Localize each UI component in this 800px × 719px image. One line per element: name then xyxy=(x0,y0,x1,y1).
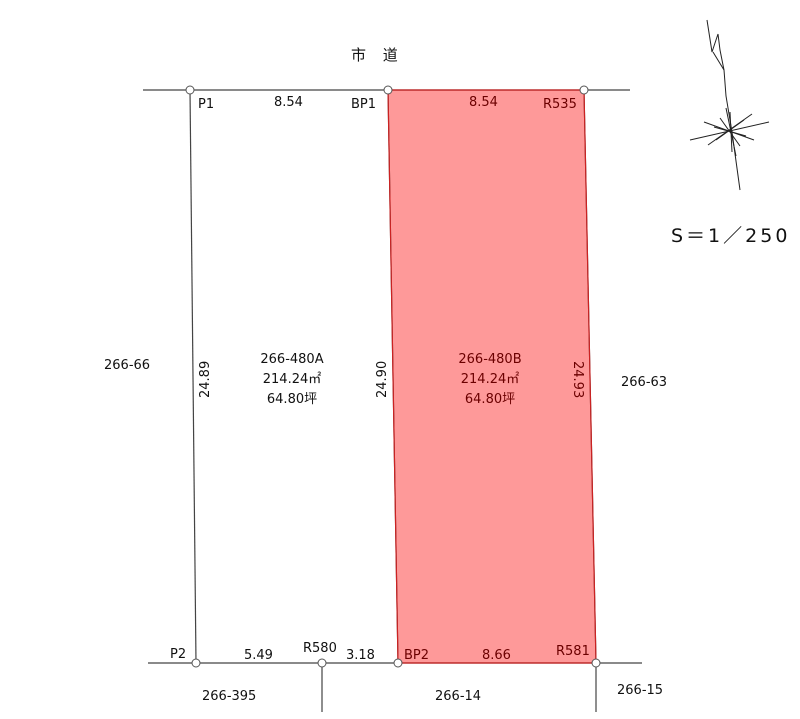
marker-p2 xyxy=(191,658,201,668)
marker-r580 xyxy=(317,658,327,668)
point-label-p2: P2 xyxy=(170,647,186,662)
marker-r581 xyxy=(591,658,601,668)
lot-a-id: 266-480A xyxy=(260,352,323,367)
dim-right-side: 24.93 xyxy=(570,361,585,398)
dim-middle-side: 24.90 xyxy=(375,361,390,398)
point-label-r535: R535 xyxy=(543,97,577,112)
point-label-r581: R581 xyxy=(556,644,590,659)
dim-bottom-right: 8.66 xyxy=(482,648,511,663)
marker-bp1 xyxy=(383,85,393,95)
marker-p1 xyxy=(185,85,195,95)
marker-r535 xyxy=(579,85,589,95)
dim-left-side: 24.89 xyxy=(198,361,213,398)
point-label-p1: P1 xyxy=(198,97,214,112)
lot-b-area xyxy=(388,90,596,663)
point-label-bp1: BP1 xyxy=(351,97,376,112)
dim-top-left: 8.54 xyxy=(274,95,303,110)
road-label: 市 道 xyxy=(351,46,404,64)
north-arrow-icon xyxy=(689,19,770,191)
point-markers xyxy=(185,85,601,668)
left-boundary xyxy=(189,89,197,664)
dim-bottom-left: 5.49 xyxy=(244,648,273,663)
neighbor-right: 266-63 xyxy=(621,375,667,390)
dim-top-right: 8.54 xyxy=(469,95,498,110)
dim-bottom-mid: 3.18 xyxy=(346,648,375,663)
point-label-r580: R580 xyxy=(303,641,337,656)
lot-a-area-tsubo: 64.80坪 xyxy=(267,392,317,407)
neighbor-bottom-mid: 266-14 xyxy=(435,689,481,704)
marker-bp2 xyxy=(393,658,403,668)
point-label-bp2: BP2 xyxy=(404,648,429,663)
lot-a-area-m2: 214.24㎡ xyxy=(263,372,322,387)
lot-b-area-tsubo: 64.80坪 xyxy=(465,392,515,407)
lot-b-id: 266-480B xyxy=(458,352,521,367)
neighbor-left: 266-66 xyxy=(104,358,150,373)
neighbor-bottom-right: 266-15 xyxy=(617,683,663,698)
lot-b-area-m2: 214.24㎡ xyxy=(461,372,520,387)
scale-label: S＝1／250 xyxy=(671,225,790,247)
neighbor-bottom-left: 266-395 xyxy=(202,689,256,704)
